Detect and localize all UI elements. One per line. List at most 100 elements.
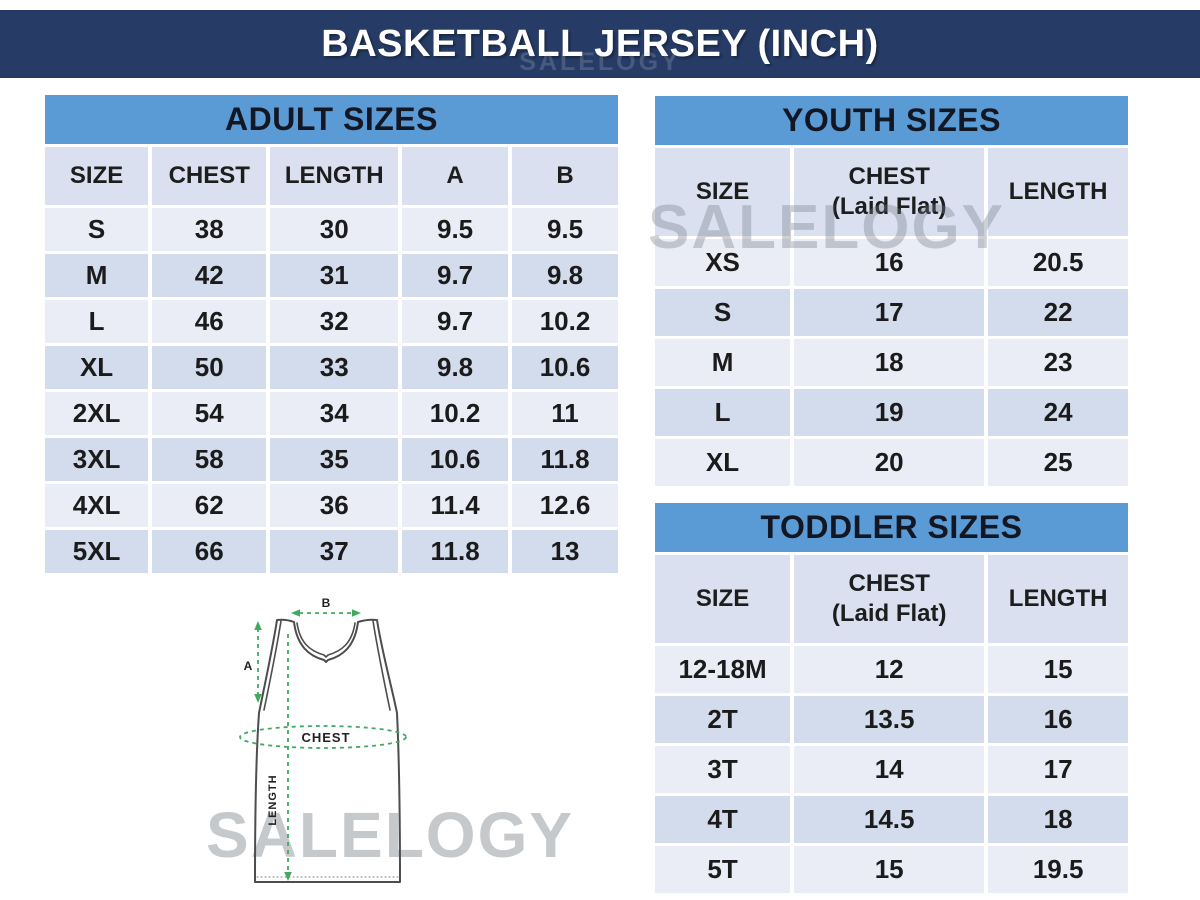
table-cell: 11.8 [402,530,509,573]
table-cell: 24 [988,389,1128,436]
table-row: 4XL 62 36 11.4 12.6 [45,484,618,527]
table-row: 3T 14 17 [655,746,1128,793]
table-cell: 66 [152,530,267,573]
jersey-measurement-diagram: B A CHEST LENGTH [239,596,407,883]
toddler-sizes-section: TODDLER SIZES SIZE CHEST (Laid Flat) LENGT… [651,503,1132,896]
column-header-row: SIZE CHEST (Laid Flat) LENGTH [655,148,1128,236]
table-cell: XL [655,439,791,486]
measurement-marks [239,609,407,881]
table-cell: 9.5 [402,208,509,251]
table-cell: 12.6 [512,484,618,527]
table-cell: 16 [988,696,1128,743]
table-cell: 30 [270,208,399,251]
table-cell: 33 [270,346,399,389]
table-cell: 5XL [45,530,149,573]
table-row: 2XL 54 34 10.2 11 [45,392,618,435]
column-header: SIZE [655,555,791,643]
label-length: LENGTH [267,774,279,825]
table-cell: 2XL [45,392,149,435]
table-row: M 42 31 9.7 9.8 [45,254,618,297]
table-cell: 11.8 [512,438,618,481]
column-header: SIZE [45,147,149,205]
table-row: S 38 30 9.5 9.5 [45,208,618,251]
column-header-row: SIZE CHEST LENGTH A B [45,147,618,205]
table-cell: 18 [988,796,1128,843]
table-cell: 23 [988,339,1128,386]
adult-sizes-section: ADULT SIZES SIZE CHEST LENGTH A B S 38 30 9.5 9.5… [41,95,622,576]
table-row: XL 50 33 9.8 10.6 [45,346,618,389]
table-row: M 18 23 [655,339,1128,386]
table-row: 3XL 58 35 10.6 11.8 [45,438,618,481]
table-cell: 20.5 [988,239,1128,286]
table-cell: M [45,254,149,297]
youth-sizes-table: SIZE CHEST (Laid Flat) LENGTH XS 16 20.5 S 17 22… [651,145,1132,489]
table-row: S 17 22 [655,289,1128,336]
table-cell: 9.8 [512,254,618,297]
table-row: L 19 24 [655,389,1128,436]
table-cell: 9.5 [512,208,618,251]
table-row: 4T 14.5 18 [655,796,1128,843]
table-cell: 14.5 [794,796,985,843]
table-cell: 62 [152,484,267,527]
column-header: CHEST [152,147,267,205]
table-cell: 5T [655,846,791,893]
column-header: LENGTH [988,148,1128,236]
jersey-outline [254,618,401,883]
table-cell: 4XL [45,484,149,527]
table-cell: 11.4 [402,484,509,527]
table-row: L 46 32 9.7 10.2 [45,300,618,343]
label-b: B [322,596,331,610]
table-cell: 37 [270,530,399,573]
column-header: B [512,147,618,205]
column-header: A [402,147,509,205]
table-cell: 19 [794,389,985,436]
table-cell: 35 [270,438,399,481]
table-cell: 12 [794,646,985,693]
table-cell: 36 [270,484,399,527]
table-cell: 13.5 [794,696,985,743]
column-header: CHEST (Laid Flat) [794,148,985,236]
table-cell: 14 [794,746,985,793]
table-cell: 46 [152,300,267,343]
youth-sizes-section: YOUTH SIZES SIZE CHEST (Laid Flat) LENGTH X… [651,96,1132,489]
adult-sizes-table: SIZE CHEST LENGTH A B S 38 30 9.5 9.5 M 42 31 9.7 9.8 L… [41,144,622,576]
column-header: LENGTH [988,555,1128,643]
table-cell: L [45,300,149,343]
table-row: XL 20 25 [655,439,1128,486]
table-row: 12-18M 12 15 [655,646,1128,693]
column-header: CHEST (Laid Flat) [794,555,985,643]
table-row: 5T 15 19.5 [655,846,1128,893]
table-cell: 15 [988,646,1128,693]
table-cell: 11 [512,392,618,435]
table-row: 2T 13.5 16 [655,696,1128,743]
table-cell: 25 [988,439,1128,486]
label-chest: CHEST [301,730,350,745]
table-cell: 38 [152,208,267,251]
table-cell: 3T [655,746,791,793]
column-header: LENGTH [270,147,399,205]
youth-sizes-title: YOUTH SIZES [655,96,1128,145]
table-cell: 3XL [45,438,149,481]
toddler-sizes-table: SIZE CHEST (Laid Flat) LENGTH 12-18M 12 15 2T 1… [651,552,1132,896]
table-row: 5XL 66 37 11.8 13 [45,530,618,573]
table-cell: 34 [270,392,399,435]
table-row: XS 16 20.5 [655,239,1128,286]
table-cell: 9.7 [402,254,509,297]
table-cell: 58 [152,438,267,481]
table-cell: 19.5 [988,846,1128,893]
adult-sizes-title: ADULT SIZES [45,95,618,144]
table-cell: 17 [794,289,985,336]
table-cell: 42 [152,254,267,297]
table-cell: XS [655,239,791,286]
label-a: A [244,659,253,673]
table-cell: 10.6 [512,346,618,389]
table-cell: L [655,389,791,436]
table-cell: XL [45,346,149,389]
table-cell: 10.6 [402,438,509,481]
table-cell: 16 [794,239,985,286]
page-title: BASKETBALL JERSEY (INCH) [321,22,879,65]
table-cell: 32 [270,300,399,343]
table-cell: 12-18M [655,646,791,693]
table-cell: 18 [794,339,985,386]
